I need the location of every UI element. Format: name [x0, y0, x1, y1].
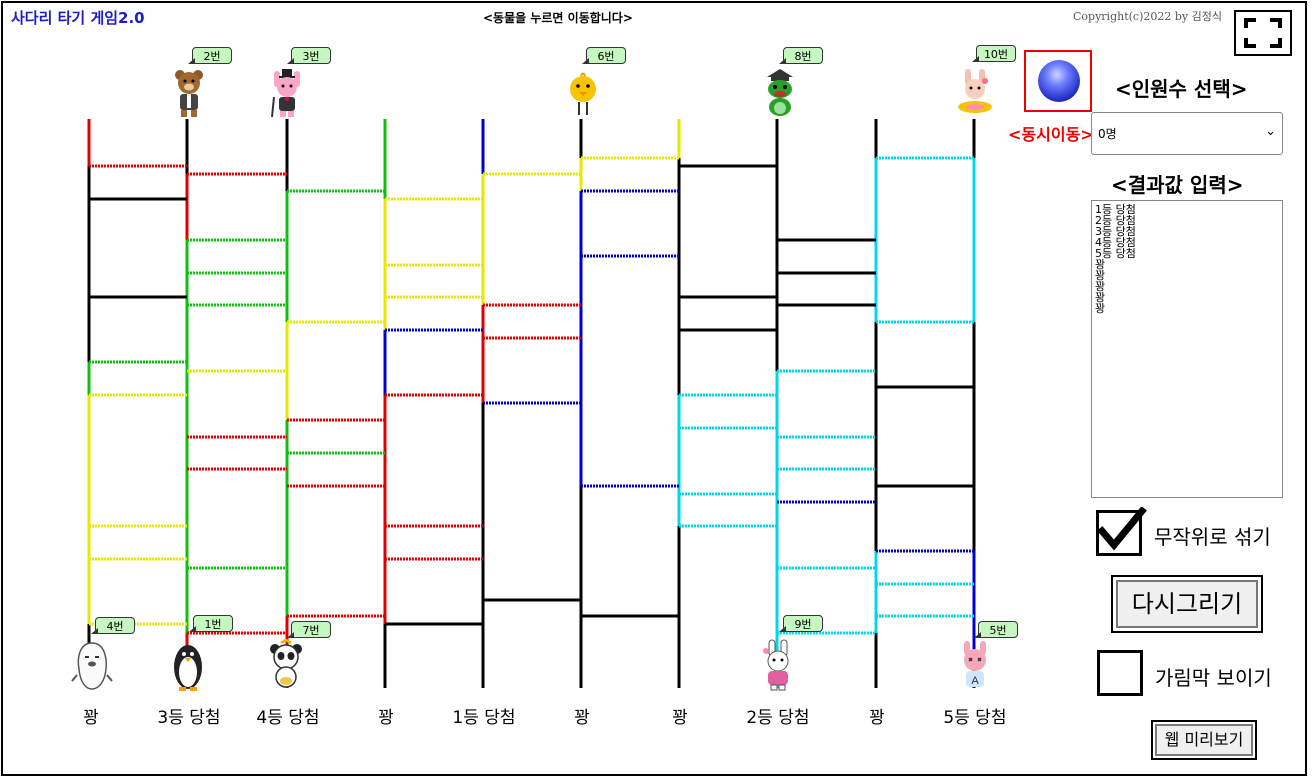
simultaneous-move-label: <동시이동>: [1008, 125, 1094, 144]
bear-animal-icon[interactable]: [168, 67, 210, 119]
result-label-6: 꽝: [574, 708, 590, 728]
shuffle-label: 무작위로 섞기: [1154, 525, 1271, 549]
result-label-7: 꽝: [672, 708, 688, 728]
result-input-title: <결과값 입력>: [1111, 173, 1244, 197]
player-label-bottom-2: 1번: [189, 615, 233, 632]
player-count-select[interactable]: 0명 ⌄: [1091, 112, 1283, 155]
curtain-checkbox[interactable]: [1097, 650, 1143, 696]
fullscreen-icon: [1244, 18, 1282, 48]
bunny-tube-animal-icon[interactable]: [954, 67, 996, 119]
result-label-5: 1등 당첨: [452, 708, 516, 728]
copyright-text: Copyright(c)2022 by 김정식: [1073, 10, 1222, 23]
redraw-button[interactable]: 다시그리기: [1111, 575, 1263, 633]
player-label-top-1: 2번: [188, 47, 232, 64]
pink-bunny-animal-icon[interactable]: A: [954, 639, 996, 691]
player-label-bottom-4: 9번: [779, 615, 823, 632]
result-label-8: 2등 당첨: [746, 708, 810, 728]
fullscreen-button[interactable]: [1234, 10, 1292, 56]
player-label-top-2: 3번: [287, 47, 331, 64]
svg-text:A: A: [971, 675, 979, 687]
player-label-bottom-1: 4번: [91, 617, 135, 634]
instruction-text: <동물을 누르면 이동합니다>: [483, 11, 633, 25]
player-label-top-4: 8번: [779, 47, 823, 64]
simultaneous-move-button[interactable]: [1024, 50, 1092, 112]
player-label-top-3: 6번: [582, 47, 626, 64]
count-select-title: <인원수 선택>: [1115, 77, 1248, 101]
panda-animal-icon[interactable]: [265, 638, 307, 691]
web-preview-button[interactable]: 웹 미리보기: [1151, 720, 1257, 760]
shuffle-checkbox[interactable]: [1096, 507, 1147, 556]
player-label-bottom-3: 7번: [287, 621, 331, 638]
result-input-textarea[interactable]: 1등 당첨 2등 당첨 3등 당첨 4등 당첨 5등 당첨 꽝 꽝 꽝 꽝 꽝: [1091, 200, 1283, 498]
penguin-animal-icon[interactable]: [167, 639, 209, 691]
player-count-value: 0명: [1098, 127, 1117, 141]
ladder-board: [87, 119, 976, 688]
curtain-label: 가림막 보이기: [1155, 666, 1272, 690]
blue-orb-icon: [1038, 60, 1080, 102]
green-frog-hat-animal-icon[interactable]: [759, 67, 801, 119]
player-label-top-5: 10번: [972, 45, 1016, 62]
result-label-9: 꽝: [869, 708, 885, 728]
result-label-10: 5등 당첨: [943, 708, 1007, 728]
result-label-1: 꽝: [83, 708, 99, 728]
result-label-2: 3등 당첨: [157, 708, 221, 728]
result-label-3: 4등 당첨: [256, 708, 320, 728]
white-bunny-animal-icon[interactable]: [757, 639, 799, 691]
result-label-4: 꽝: [378, 708, 394, 728]
seal-animal-icon[interactable]: [71, 639, 113, 691]
chevron-down-icon: ⌄: [1265, 124, 1276, 139]
pink-bunny-tophat-animal-icon[interactable]: [266, 67, 308, 119]
player-label-bottom-5: 5번: [974, 621, 1018, 638]
checkmark-icon: [1097, 507, 1147, 551]
app-title: 사다리 타기 게임2.0: [11, 9, 145, 27]
chick-animal-icon[interactable]: [562, 67, 604, 119]
